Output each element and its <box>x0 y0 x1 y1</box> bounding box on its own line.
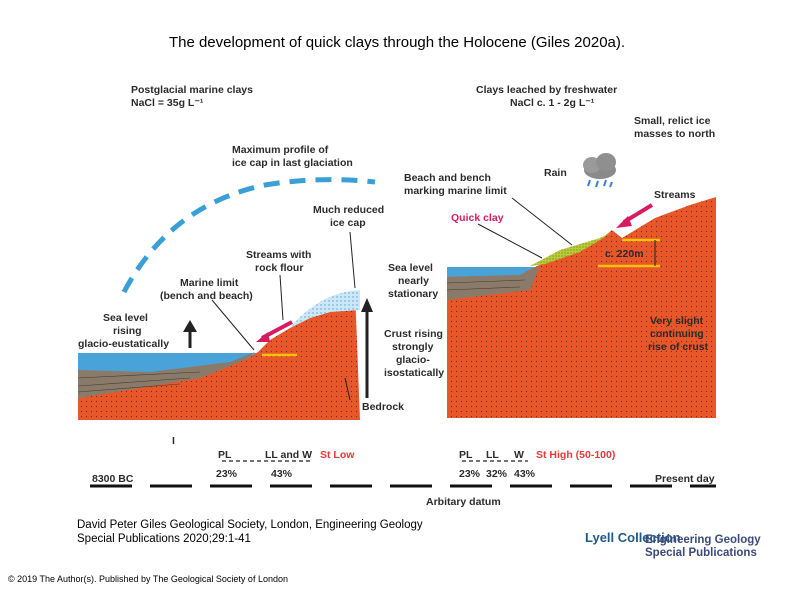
right-pct-3: 43% <box>514 468 536 480</box>
beach-pointer <box>511 197 573 246</box>
crust-label-3: glacio- <box>396 354 430 366</box>
slight-rise-label-2: continuing <box>650 328 704 340</box>
quick-clay-label: Quick clay <box>451 212 504 224</box>
datum-label: Arbitary datum <box>426 496 501 508</box>
marine-clay-right <box>447 266 540 300</box>
crust-label-2: strongly <box>392 341 434 353</box>
beach-label-2: marking marine limit <box>404 185 507 197</box>
left-st: St Low <box>320 449 355 461</box>
bedrock-label: Bedrock <box>362 401 404 413</box>
left-pct-2: 43% <box>271 468 293 480</box>
series-title-line-1: Engineering Geology <box>645 534 761 546</box>
relict-label-2: masses to north <box>634 128 715 140</box>
stream-arrowhead-left <box>256 332 270 342</box>
crust-rising-arrowhead <box>361 298 373 312</box>
rain-label: Rain <box>544 167 567 179</box>
left-ll-w: LL and W <box>265 449 312 461</box>
streams-label-right: Streams <box>654 189 696 201</box>
sea-rising-label-2: rising <box>113 325 142 337</box>
left-panel: Postglacial marine clays NaCl = 35g L⁻¹ … <box>77 84 444 420</box>
streams-pointer <box>279 274 284 321</box>
citation: David Peter Giles Geological Society, Lo… <box>77 519 423 545</box>
marine-limit-label-2: (bench and beach) <box>160 290 253 302</box>
streams-label-1: Streams with <box>246 249 311 261</box>
sea-stationary-label-3: stationary <box>388 288 438 300</box>
timeline: I 8300 BC Present day Arbitary datum PL … <box>90 435 716 508</box>
marine-limit-pointer <box>211 299 255 351</box>
left-header-1: Postglacial marine clays <box>131 84 253 96</box>
right-w: W <box>514 449 524 461</box>
left-pl: PL <box>218 449 232 461</box>
series-title: Engineering Geology Special Publications <box>645 534 761 560</box>
slide-title: The development of quick clays through t… <box>168 34 626 51</box>
quick-clay-pointer <box>477 223 543 259</box>
rain-cloud-icon <box>583 153 616 188</box>
streams-label-2: rock flour <box>255 262 303 274</box>
relict-label-1: Small, relict ice <box>634 115 711 127</box>
series-title-line-2: Special Publications <box>645 547 757 559</box>
right-pct-2: 32% <box>486 468 508 480</box>
right-pct-1: 23% <box>459 468 481 480</box>
left-header-2: NaCl = 35g L⁻¹ <box>131 97 204 109</box>
beach-label-1: Beach and bench <box>404 172 491 184</box>
reduced-ice-label-1: Much reduced <box>313 204 384 216</box>
height-label: c. 220m <box>605 248 644 260</box>
right-st: St High (50-100) <box>536 449 615 461</box>
right-panel: Clays leached by freshwater NaCl c. 1 - … <box>404 84 716 418</box>
copyright: © 2019 The Author(s). Published by The G… <box>8 574 288 584</box>
timeline-start: 8300 BC <box>92 473 134 485</box>
right-header-1: Clays leached by freshwater <box>476 84 617 96</box>
sea-stationary-label-2: nearly <box>398 275 429 287</box>
crust-label-1: Crust rising <box>384 328 443 340</box>
crust-label-4: isostatically <box>384 367 444 379</box>
sea-rising-label-1: Sea level <box>103 312 148 324</box>
right-header-2: NaCl c. 1 - 2g L⁻¹ <box>510 97 595 109</box>
left-pct-1: 23% <box>216 468 238 480</box>
slight-rise-label-1: Very slight <box>650 315 704 327</box>
sea-right <box>447 267 542 277</box>
publisher-logo: Lyell Collection Engineering Geology Spe… <box>585 528 775 568</box>
timeline-marker: I <box>172 435 175 447</box>
stream-arrowhead-right <box>616 216 632 228</box>
slight-rise-label-3: rise of crust <box>648 341 709 353</box>
sea-stationary-label-1: Sea level <box>388 262 433 274</box>
reduced-ice-pointer <box>349 231 356 289</box>
marine-limit-label-1: Marine limit <box>180 277 239 289</box>
max-ice-profile <box>121 177 376 294</box>
bedrock-pointer <box>344 377 351 401</box>
sea-rising-label-3: glacio-eustatically <box>78 338 169 350</box>
reduced-ice-label-2: ice cap <box>330 217 366 229</box>
marine-clay-left <box>78 352 255 398</box>
right-pl: PL <box>459 449 473 461</box>
right-ll: LL <box>486 449 499 461</box>
timeline-end: Present day <box>655 473 715 485</box>
sea-rising-arrowhead <box>183 320 197 332</box>
ice-profile-label-2: ice cap in last glaciation <box>232 157 353 169</box>
ice-profile-label-1: Maximum profile of <box>232 144 329 156</box>
lyell-collection-logo: Lyell Collection <box>585 530 681 545</box>
